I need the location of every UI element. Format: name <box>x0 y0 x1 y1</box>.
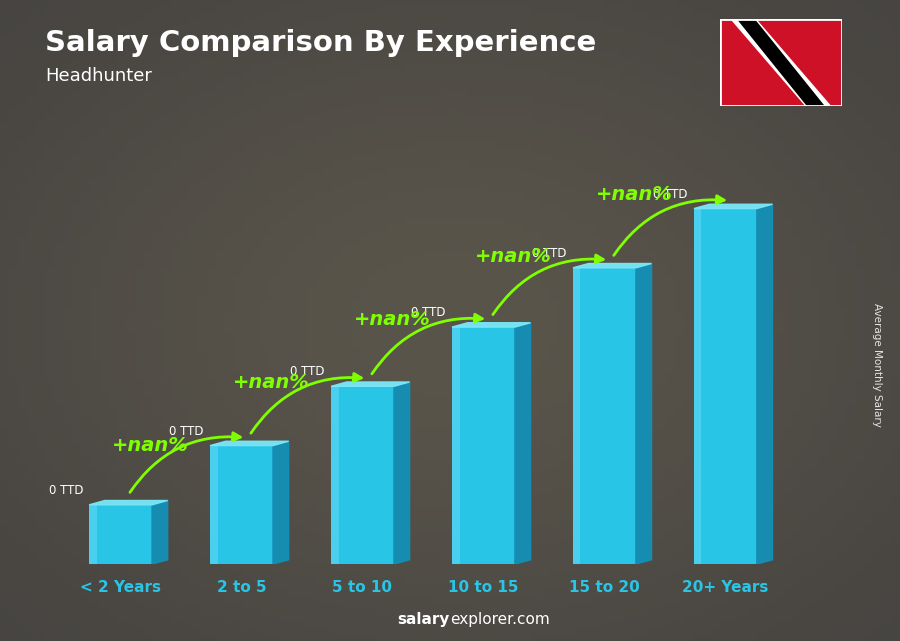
Polygon shape <box>331 382 410 387</box>
Bar <box>573 268 580 564</box>
Text: +nan%: +nan% <box>475 247 552 267</box>
Bar <box>210 445 218 564</box>
Text: 0 TTD: 0 TTD <box>411 306 446 319</box>
Bar <box>694 208 757 564</box>
Polygon shape <box>573 263 652 268</box>
Text: +nan%: +nan% <box>596 185 673 204</box>
Polygon shape <box>694 204 772 208</box>
Text: 0 TTD: 0 TTD <box>169 424 204 438</box>
Bar <box>89 505 152 564</box>
Polygon shape <box>515 322 531 564</box>
Polygon shape <box>394 382 410 564</box>
Bar <box>331 387 394 564</box>
Polygon shape <box>152 501 167 564</box>
Text: +nan%: +nan% <box>233 373 310 392</box>
Bar <box>573 268 635 564</box>
Text: 0 TTD: 0 TTD <box>653 188 688 201</box>
Text: +nan%: +nan% <box>355 310 431 329</box>
Text: 0 TTD: 0 TTD <box>291 365 325 378</box>
Polygon shape <box>210 441 289 445</box>
Bar <box>210 445 273 564</box>
Polygon shape <box>757 204 772 564</box>
Bar <box>452 327 515 564</box>
Polygon shape <box>738 19 824 106</box>
Text: 0 TTD: 0 TTD <box>49 484 83 497</box>
Polygon shape <box>732 19 830 106</box>
Text: Average Monthly Salary: Average Monthly Salary <box>872 303 883 428</box>
Bar <box>452 327 460 564</box>
Text: 0 TTD: 0 TTD <box>533 247 567 260</box>
Text: Headhunter: Headhunter <box>45 67 152 85</box>
Text: salary: salary <box>398 612 450 627</box>
Polygon shape <box>452 322 531 327</box>
Polygon shape <box>635 263 652 564</box>
Text: explorer.com: explorer.com <box>450 612 550 627</box>
Text: +nan%: +nan% <box>112 436 189 455</box>
Polygon shape <box>89 501 167 505</box>
Bar <box>89 505 96 564</box>
Text: Salary Comparison By Experience: Salary Comparison By Experience <box>45 29 596 57</box>
Bar <box>331 387 338 564</box>
Polygon shape <box>273 441 289 564</box>
Bar <box>694 208 701 564</box>
